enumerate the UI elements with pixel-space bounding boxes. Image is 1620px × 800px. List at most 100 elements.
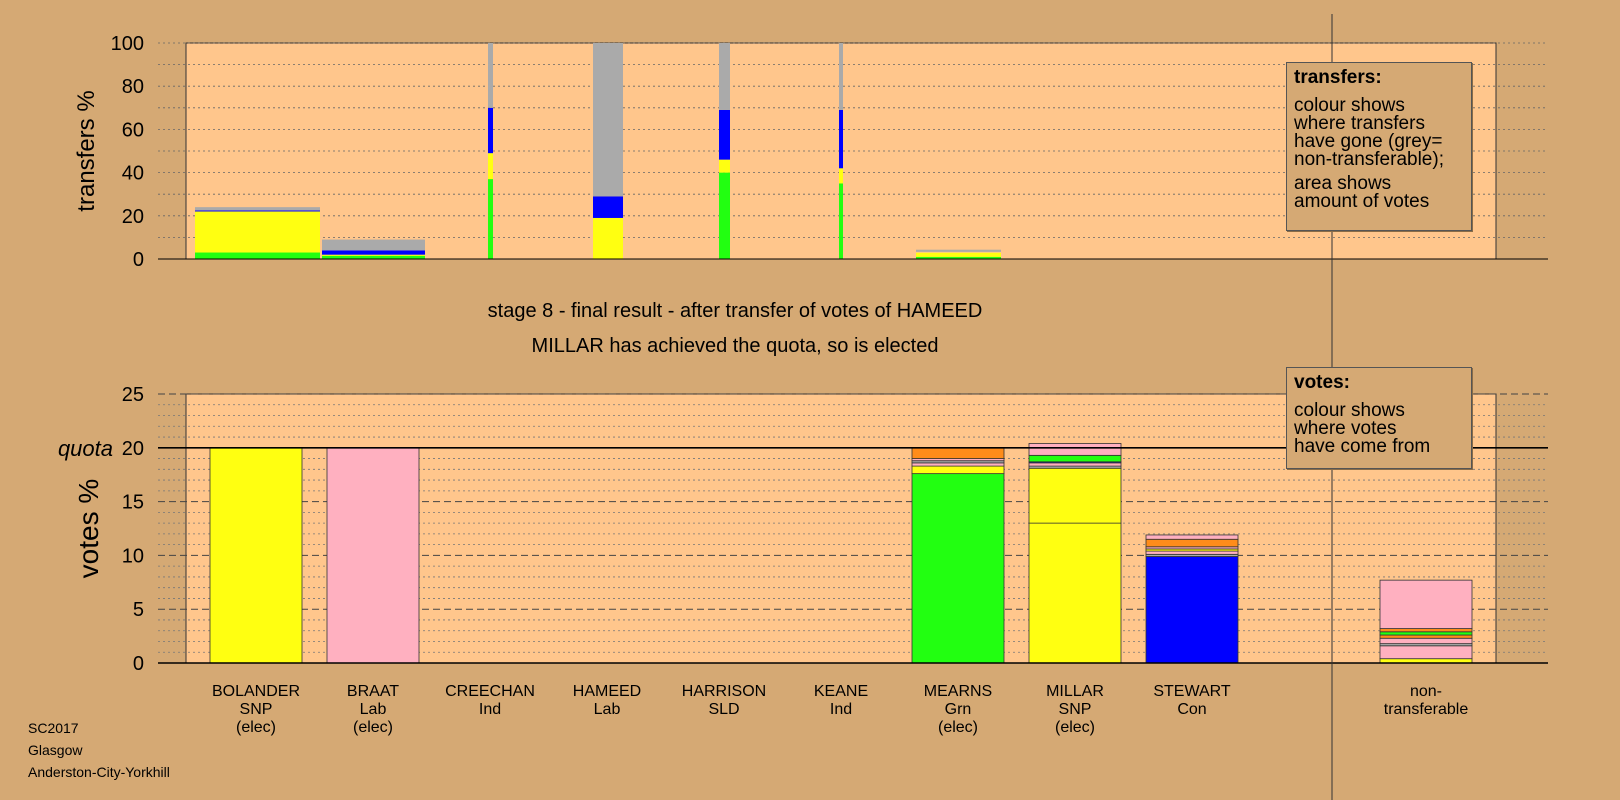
transfers-legend-title: transfers: — [1294, 67, 1382, 88]
footer-line1: SC2017 — [28, 720, 79, 736]
transfers-bar-segment — [322, 255, 425, 259]
transfers-bar-segment — [195, 210, 320, 212]
transfers-bar-segment — [195, 207, 320, 211]
transfers-tick-label: 60 — [122, 119, 144, 141]
votes-legend-line: where votes — [1294, 418, 1397, 439]
candidate-party: Grn — [945, 701, 972, 718]
votes-bar-segment — [1028, 443, 1122, 456]
votes-bar-segment — [326, 447, 420, 664]
votes-tick-label: 15 — [122, 492, 144, 514]
votes-legend-title: votes: — [1294, 372, 1350, 393]
transfers-y-axis-label: transfers % — [73, 90, 100, 211]
quota-label: quota — [58, 436, 113, 461]
status-caption: MILLAR has achieved the quota, so is ele… — [531, 335, 939, 357]
votes-bar-segment — [911, 465, 1005, 475]
transfers-legend-line: where transfers — [1294, 113, 1425, 134]
footer-line3: Anderston-City-Yorkhill — [28, 764, 170, 780]
candidate-party: Lab — [594, 701, 621, 718]
votes-bar-segment — [1145, 538, 1239, 548]
transfers-bar-segment — [488, 153, 493, 180]
candidate-party: SNP — [1059, 701, 1092, 718]
footer-line2: Glasgow — [28, 742, 83, 758]
candidate-status: (elec) — [353, 719, 393, 736]
candidate-name: HAMEED — [573, 683, 641, 700]
transfers-bar-segment — [195, 252, 320, 259]
transfers-bar-segment — [593, 217, 623, 259]
transfers-legend-line: area shows — [1294, 173, 1392, 194]
candidate-name: non- — [1410, 683, 1442, 700]
transfers-tick-label: 40 — [122, 163, 144, 185]
transfers-bar-segment — [593, 196, 623, 218]
transfers-bar-segment — [488, 43, 493, 108]
transfers-bar-segment — [719, 172, 730, 259]
candidate-status: (elec) — [938, 719, 978, 736]
votes-bar-segment — [1379, 628, 1473, 633]
votes-bar-segment — [1379, 631, 1473, 636]
votes-bar-segment — [1028, 522, 1122, 664]
candidate-party: Ind — [830, 701, 852, 718]
transfers-bar-segment — [322, 254, 425, 256]
votes-bar-segment — [1145, 550, 1239, 555]
stage-caption: stage 8 - final result - after transfer … — [487, 300, 983, 322]
votes-tick-label: 20 — [122, 438, 144, 460]
transfers-bar-segment — [839, 168, 843, 184]
transfers-tick-label: 80 — [122, 76, 144, 98]
candidate-name: BRAAT — [347, 683, 399, 700]
votes-bar-segment — [1379, 579, 1473, 629]
votes-bar-segment — [1028, 462, 1122, 467]
transfers-bar-segment — [839, 109, 843, 169]
transfers-legend-line: non-transferable); — [1294, 149, 1444, 170]
transfers-bar-segment — [195, 211, 320, 253]
candidate-name: MEARNS — [924, 683, 992, 700]
votes-bar-segment — [911, 447, 1005, 459]
votes-bar-segment — [1379, 637, 1473, 645]
transfers-tick-label: 0 — [133, 249, 144, 271]
votes-bar-segment — [911, 462, 1005, 467]
votes-tick-label: 10 — [122, 545, 144, 567]
votes-y-axis-label: votes % — [73, 479, 104, 579]
transfers-bar-segment — [839, 183, 843, 259]
votes-bar-segment — [1379, 634, 1473, 639]
transfers-legend-line: have gone (grey= — [1294, 131, 1443, 152]
transfers-bar-segment — [916, 256, 1001, 259]
transfers-bars — [195, 43, 1001, 259]
transfers-bar-segment — [488, 179, 493, 259]
candidate-name: KEANE — [814, 683, 868, 700]
candidate-status: (elec) — [1055, 719, 1095, 736]
transfers-axis: 0 20 40 60 80 100 transfers % — [73, 33, 1548, 271]
votes-bar-segment — [1379, 645, 1473, 660]
candidate-party: SNP — [240, 701, 273, 718]
transfers-bar-segment — [839, 43, 843, 110]
votes-bar-segment — [1145, 556, 1239, 664]
votes-bar-segment — [209, 447, 303, 664]
votes-legend: votes: colour shows where votes have com… — [1286, 367, 1472, 469]
votes-bar-segment — [911, 473, 1005, 664]
transfers-bar-segment — [322, 250, 425, 255]
votes-legend-line: have come from — [1294, 436, 1431, 457]
transfers-tick-label: 100 — [111, 33, 144, 55]
transfers-bar-segment — [488, 107, 493, 154]
candidate-name: STEWART — [1153, 683, 1231, 700]
votes-bar-segment — [1145, 534, 1239, 540]
candidate-party: Con — [1177, 701, 1206, 718]
transfers-legend-line: colour shows — [1294, 95, 1405, 116]
transfers-bar-segment — [719, 43, 730, 110]
candidate-status: (elec) — [236, 719, 276, 736]
transfers-legend-line: amount of votes — [1294, 191, 1430, 212]
votes-bar-segment — [1028, 467, 1122, 524]
transfers-bar-segment — [593, 43, 623, 197]
candidate-party: Ind — [479, 701, 501, 718]
votes-tick-label: 5 — [133, 599, 144, 621]
candidate-party: SLD — [708, 701, 739, 718]
transfers-bar-segment — [916, 252, 1001, 257]
candidate-name: CREECHAN — [445, 683, 535, 700]
votes-bar-segment — [1028, 454, 1122, 463]
votes-tick-label: 25 — [122, 384, 144, 406]
transfers-bar-segment — [916, 251, 1001, 253]
candidate-name: BOLANDER — [212, 683, 300, 700]
candidate-name: HARRISON — [682, 683, 766, 700]
candidate-name: MILLAR — [1046, 683, 1104, 700]
candidate-party: Lab — [360, 701, 387, 718]
transfers-bar-segment — [719, 109, 730, 160]
